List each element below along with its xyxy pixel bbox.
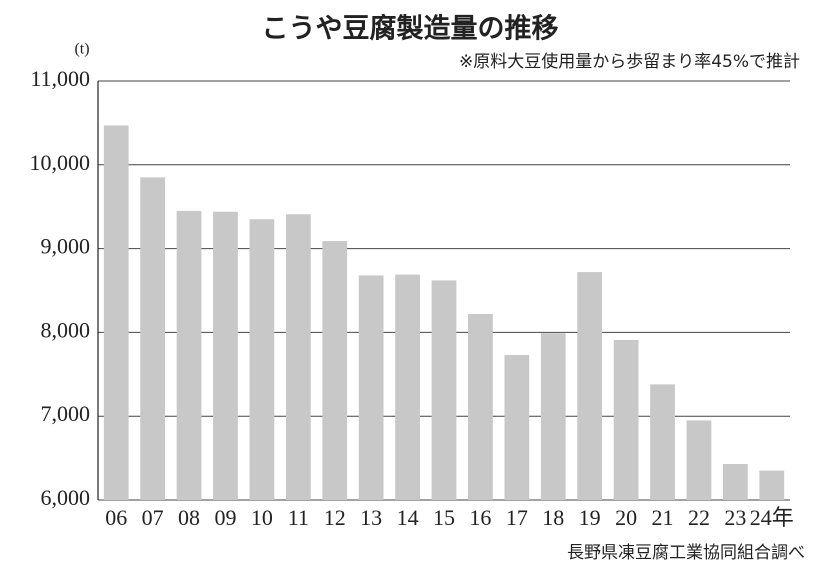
y-tick-label: 11,000 [30, 66, 90, 91]
y-tick-label: 9,000 [41, 234, 91, 259]
y-tick-label: 8,000 [41, 317, 91, 342]
bar [176, 210, 202, 500]
bar [504, 355, 530, 500]
bar [103, 125, 129, 500]
bar [140, 177, 166, 500]
x-tick-label: 12 [324, 505, 346, 530]
x-tick-label: 21 [652, 505, 674, 530]
bar [540, 333, 566, 500]
y-tick-label: 10,000 [30, 150, 91, 175]
x-tick-label: 13 [360, 505, 382, 530]
bar [650, 384, 675, 500]
source: 長野県凍豆腐工業協同組合調べ [567, 543, 805, 563]
x-tick-label: 23 [724, 505, 746, 530]
x-tick-label: 16 [469, 505, 491, 530]
y-tick-label: 6,000 [41, 485, 91, 510]
x-tick-label: 10 [251, 505, 273, 530]
bar [249, 219, 275, 500]
x-tick-label: 17 [506, 505, 528, 530]
y-tick-label: 7,000 [41, 401, 91, 426]
x-tick-label: 06 [105, 505, 127, 530]
x-tick-label: 08 [178, 505, 200, 530]
bar [722, 463, 748, 500]
x-tick-label: 22 [688, 505, 710, 530]
bar [468, 313, 493, 500]
x-tick-label: 09 [214, 505, 236, 530]
x-tick-label: 14 [397, 505, 419, 530]
chart-title: こうや豆腐製造量の推移 [262, 14, 559, 45]
bar [285, 214, 311, 500]
x-tick-label: 19 [579, 505, 601, 530]
bar [759, 470, 785, 500]
chart-subtitle: ※原料大豆使用量から歩留まり率45%で推計 [459, 51, 800, 72]
y-unit: (t) [74, 41, 89, 58]
bar [431, 280, 457, 500]
bar [358, 275, 384, 500]
x-tick-label: 11 [288, 505, 309, 530]
bar [686, 420, 712, 500]
bar [213, 211, 238, 500]
x-tick-label: 18 [542, 505, 564, 530]
bar [613, 339, 639, 500]
x-tick-label: 20 [615, 505, 637, 530]
x-tick-label: 15 [433, 505, 455, 530]
x-tick-label: 24年 [750, 505, 794, 530]
bar [395, 274, 420, 500]
bar [577, 272, 603, 500]
bar [322, 241, 348, 501]
x-tick-label: 07 [142, 505, 164, 530]
